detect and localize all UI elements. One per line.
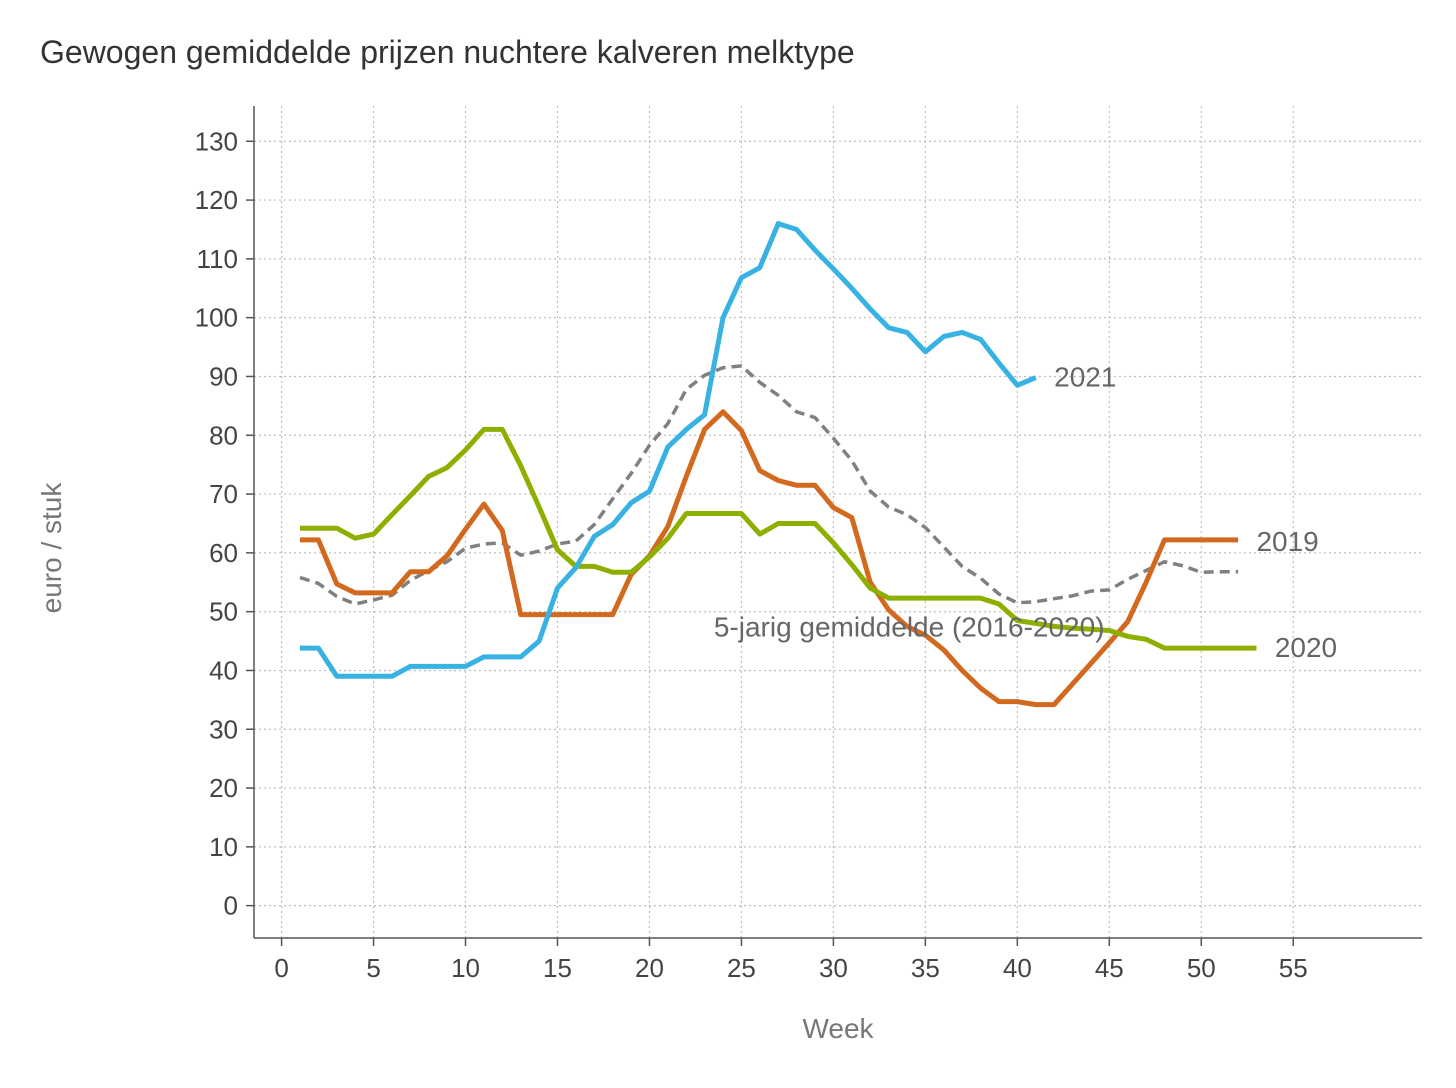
series-label: 2021 (1054, 361, 1116, 392)
x-tick-label: 55 (1279, 953, 1308, 983)
y-tick-label: 130 (195, 126, 238, 156)
x-axis-title: Week (802, 1013, 874, 1044)
y-tick-label: 50 (209, 597, 238, 627)
y-tick-label: 10 (209, 832, 238, 862)
y-tick-label: 110 (197, 244, 238, 274)
series-line-5-jarig-gemiddelde-2016-2020- (299, 364, 1239, 606)
y-tick-label: 100 (195, 303, 238, 333)
series-line-2020 (300, 426, 1257, 651)
x-tick-label: 50 (1187, 953, 1216, 983)
x-tick-label: 10 (451, 953, 480, 983)
series-label: 5-jarig gemiddelde (2016-2020) (714, 611, 1105, 642)
x-tick-label: 0 (274, 953, 288, 983)
y-tick-label: 70 (209, 479, 238, 509)
x-tick-label: 25 (727, 953, 756, 983)
y-tick-label: 30 (209, 714, 238, 744)
y-tick-label: 90 (209, 361, 238, 391)
y-tick-label: 80 (209, 420, 238, 450)
series-label: 2019 (1256, 526, 1318, 557)
x-tick-label: 40 (1003, 953, 1032, 983)
x-tick-label: 15 (543, 953, 572, 983)
y-tick-label: 0 (224, 891, 238, 921)
x-tick-label: 35 (911, 953, 940, 983)
y-tick-label: 40 (209, 655, 238, 685)
x-tick-label: 20 (635, 953, 664, 983)
y-tick-label: 20 (209, 773, 238, 803)
series-line-2019 (300, 409, 1239, 708)
x-tick-label: 45 (1095, 953, 1124, 983)
x-tick-label: 5 (366, 953, 380, 983)
chart-title: Gewogen gemiddelde prijzen nuchtere kalv… (40, 34, 855, 70)
y-tick-label: 60 (209, 538, 238, 568)
y-axis-title: euro / stuk (36, 482, 67, 614)
x-tick-label: 30 (819, 953, 848, 983)
series-label: 2020 (1275, 632, 1337, 663)
y-tick-label: 120 (195, 185, 238, 215)
series-line-2021 (300, 221, 1037, 679)
